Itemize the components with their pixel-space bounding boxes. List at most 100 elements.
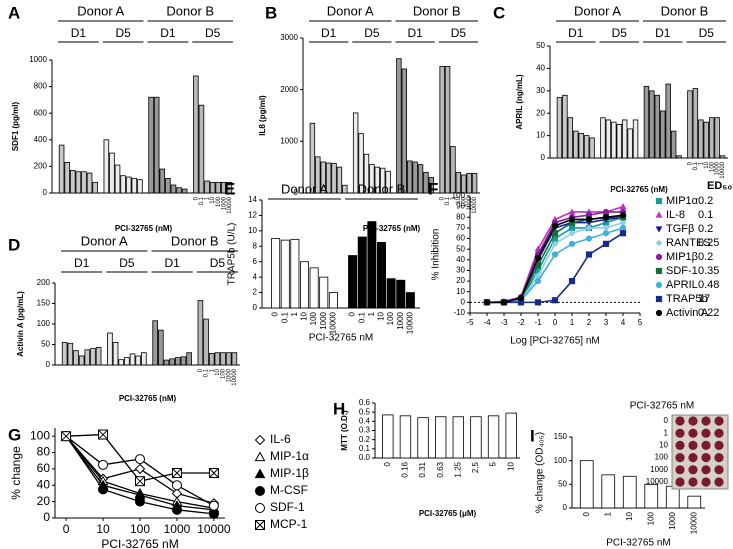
marker	[655, 281, 663, 289]
marker-shape	[135, 496, 145, 507]
bar	[300, 261, 309, 309]
bar	[423, 171, 429, 194]
bar	[719, 155, 726, 159]
x-tick-label: 10	[456, 196, 462, 203]
x-tick-label: 0.1	[199, 196, 205, 205]
x-tick-label: 10000	[227, 196, 233, 213]
well	[714, 453, 724, 463]
bar	[405, 292, 415, 309]
well	[675, 428, 685, 438]
donor-label: Donor A	[327, 3, 374, 18]
marker	[254, 434, 266, 446]
marker	[98, 429, 109, 440]
bar	[214, 352, 221, 366]
y-tick-label: 10	[248, 226, 257, 235]
well	[675, 465, 685, 475]
bar	[434, 416, 447, 459]
x-tick-label: 10	[704, 161, 710, 168]
bar	[209, 181, 216, 194]
y-tick-label: 2	[253, 288, 258, 297]
bar	[407, 160, 413, 194]
marker	[585, 235, 593, 242]
bar	[487, 415, 500, 459]
marker	[255, 486, 265, 496]
bar	[601, 474, 616, 509]
y-tick-label: 800	[34, 82, 48, 91]
marker-shape	[208, 500, 219, 511]
marker	[551, 230, 559, 237]
legend-ed50: 17	[698, 293, 710, 305]
bar	[137, 179, 143, 194]
well	[701, 440, 711, 450]
bar	[374, 166, 380, 194]
y-axis-label: Activin A (pg/mL)	[16, 291, 25, 357]
x-tick-label: 1	[451, 196, 457, 200]
marker-shape	[135, 454, 145, 465]
bar	[107, 332, 113, 366]
marker-shape	[551, 251, 559, 258]
x-tick-label: 3	[604, 318, 609, 327]
y-axis-label: TRAP5b (U/L)	[227, 223, 238, 286]
marker	[568, 277, 576, 285]
marker-shape	[619, 212, 627, 219]
marker-shape	[254, 468, 266, 479]
bar	[124, 357, 130, 366]
well	[714, 416, 724, 426]
x-tick-label: 0	[193, 196, 199, 200]
x-tick-label: 10000	[720, 161, 726, 178]
marker-shape	[254, 434, 266, 446]
day-label: D1	[160, 26, 176, 40]
y-tick-label: 0	[253, 303, 258, 312]
bar	[67, 342, 74, 366]
bar	[352, 112, 359, 194]
bar	[197, 300, 204, 366]
x-axis-label: PCI-32765 (nM)	[119, 394, 177, 403]
y-tick-label: 20	[456, 276, 465, 285]
y-tick-label: 0	[563, 503, 568, 512]
x-tick-label: 1	[570, 318, 575, 327]
well	[714, 465, 724, 475]
bar	[61, 342, 68, 366]
marker	[655, 253, 663, 261]
y-tick-label: 40	[37, 477, 51, 491]
marker-shape	[483, 299, 491, 306]
panel-label: E	[224, 179, 235, 198]
bar	[417, 417, 429, 459]
legend-label: M-CSF	[270, 483, 308, 497]
marker	[568, 216, 576, 223]
legend-ed50: 0.22	[698, 307, 719, 319]
y-tick-label: 400	[34, 135, 48, 144]
y-tick-label: 14	[248, 195, 257, 204]
bar	[280, 239, 290, 309]
well	[714, 477, 724, 487]
marker	[655, 239, 663, 247]
bar	[396, 58, 402, 194]
marker	[602, 230, 610, 237]
y-axis-label: IL8 (pg/ml)	[258, 95, 267, 136]
x-tick-label: -4	[483, 318, 491, 327]
marker-shape	[568, 229, 576, 237]
inset-row-label: 1000	[650, 465, 668, 474]
panel-label: D	[8, 235, 20, 254]
bar	[325, 162, 332, 194]
marker	[619, 219, 627, 226]
bar	[320, 161, 326, 194]
marker	[534, 299, 542, 306]
day-label: D5	[205, 26, 221, 40]
legend-label: Activin A	[666, 307, 709, 319]
x-tick-label: 10000	[197, 522, 231, 536]
marker-shape	[585, 251, 593, 258]
y-axis-label: % Inhibition	[431, 229, 442, 281]
x-tick-label: 0.1	[204, 368, 210, 377]
well	[675, 477, 685, 487]
x-axis-label: PCI-32765 nM	[309, 333, 373, 344]
bar	[600, 117, 606, 159]
bar	[386, 278, 396, 309]
marker-shape	[655, 253, 663, 261]
bar	[112, 342, 119, 366]
legend-label: SDF-1	[666, 265, 698, 277]
well	[675, 440, 685, 450]
marker-shape	[602, 214, 610, 221]
bar	[336, 166, 343, 194]
bar	[399, 415, 412, 459]
